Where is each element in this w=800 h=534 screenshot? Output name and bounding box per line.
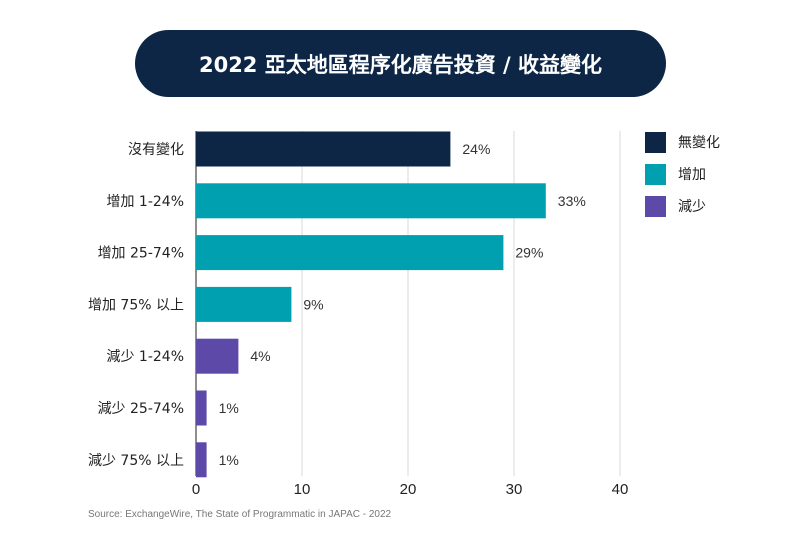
bar-2 (196, 183, 546, 219)
legend: 無變化 增加 減少 (645, 131, 720, 227)
category-label-2: 增加 1-24% (106, 194, 184, 210)
legend-label-decrease: 減少 (678, 199, 706, 215)
legend-label-no-change: 無變化 (678, 135, 720, 151)
bar-5 (196, 338, 239, 374)
x-tick-label-40: 40 (612, 481, 629, 498)
x-tick-label-20: 20 (400, 481, 417, 498)
legend-label-increase: 增加 (678, 167, 706, 183)
source-note: Source: ExchangeWire, The State of Progr… (88, 509, 392, 520)
category-label-3: 增加 25-74% (98, 246, 184, 262)
bar-4 (196, 286, 292, 322)
bar-3 (196, 235, 504, 271)
legend-item-no-change: 無變化 (645, 131, 720, 153)
value-label-5: 4% (250, 348, 270, 364)
value-label-4: 9% (303, 296, 323, 312)
category-label-7: 減少 75% 以上 (88, 452, 184, 469)
chart-title: 2022 亞太地區程序化廣告投資 / 收益變化 (135, 30, 666, 97)
category-label-1: 沒有變化 (128, 141, 184, 158)
legend-swatch-no-change (645, 131, 666, 153)
category-label-4: 增加 75% 以上 (88, 297, 184, 313)
value-label-2: 33% (558, 193, 586, 209)
legend-swatch-decrease (645, 195, 666, 217)
value-label-6: 1% (219, 400, 239, 416)
legend-item-increase: 增加 (645, 163, 720, 185)
value-label-1: 24% (462, 141, 490, 157)
bar-7 (196, 442, 207, 478)
legend-swatch-increase (645, 163, 666, 185)
x-tick-label-10: 10 (294, 481, 311, 498)
x-tick-label-0: 0 (192, 481, 200, 498)
bar-6 (196, 390, 207, 426)
legend-item-decrease: 減少 (645, 195, 720, 217)
x-tick-label-30: 30 (506, 481, 523, 498)
category-label-5: 減少 1-24% (106, 348, 184, 365)
bar-1 (196, 131, 451, 167)
value-label-7: 1% (219, 452, 239, 468)
category-label-6: 減少 25-74% (98, 400, 184, 417)
value-label-3: 29% (515, 245, 543, 261)
